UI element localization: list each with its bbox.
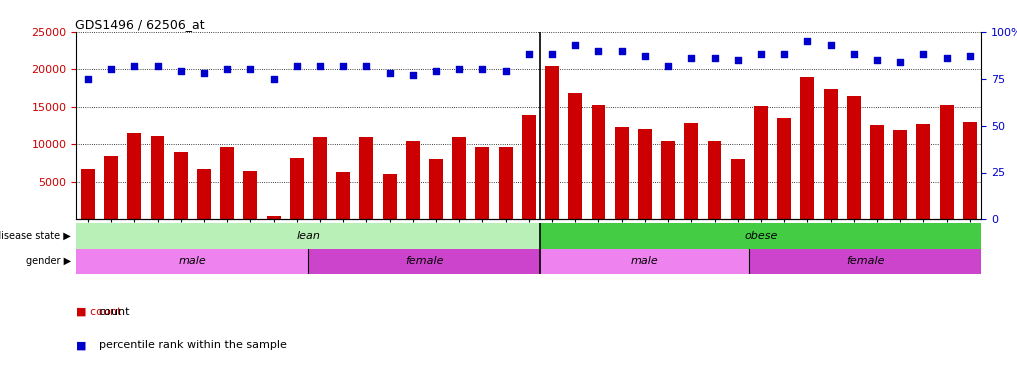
Bar	[522, 115, 536, 219]
Point	[312, 63, 328, 69]
Point	[799, 38, 816, 44]
Bar	[313, 137, 326, 219]
Point	[149, 63, 166, 69]
Bar	[614, 127, 629, 219]
Point	[567, 42, 584, 48]
Bar	[266, 216, 281, 219]
Bar	[916, 124, 931, 219]
Text: ■ count: ■ count	[76, 307, 122, 316]
Bar	[174, 152, 188, 219]
Bar	[498, 147, 513, 219]
Bar	[540, 223, 981, 249]
Text: count: count	[99, 307, 130, 316]
Bar	[540, 249, 750, 274]
Point	[590, 48, 606, 54]
Point	[939, 55, 955, 61]
Bar	[708, 141, 721, 219]
Text: male: male	[631, 256, 659, 266]
Bar	[731, 159, 744, 219]
Bar	[453, 137, 466, 219]
Point	[660, 63, 676, 69]
Bar	[684, 123, 699, 219]
Point	[196, 70, 213, 76]
Bar	[406, 141, 420, 219]
Bar	[104, 156, 118, 219]
Bar	[476, 147, 489, 219]
Bar	[359, 137, 373, 219]
Bar	[870, 125, 884, 219]
Point	[845, 51, 861, 57]
Bar	[940, 105, 954, 219]
Point	[265, 76, 282, 82]
Bar	[429, 159, 443, 219]
Point	[405, 72, 421, 78]
Point	[474, 66, 490, 72]
Bar	[220, 147, 234, 219]
Text: obese: obese	[744, 231, 778, 241]
Point	[126, 63, 142, 69]
Bar	[545, 66, 559, 219]
Bar	[824, 89, 838, 219]
Bar	[893, 130, 907, 219]
Point	[729, 57, 745, 63]
Text: disease state ▶: disease state ▶	[0, 231, 71, 241]
Point	[428, 68, 444, 74]
Bar	[127, 133, 141, 219]
Bar	[290, 158, 304, 219]
Point	[452, 66, 468, 72]
Text: GDS1496 / 62506_at: GDS1496 / 62506_at	[75, 18, 205, 31]
Point	[521, 51, 537, 57]
Bar	[308, 249, 540, 274]
Bar	[569, 93, 582, 219]
Text: male: male	[178, 256, 206, 266]
Bar	[151, 136, 165, 219]
Bar	[197, 169, 211, 219]
Point	[219, 66, 235, 72]
Bar	[81, 169, 95, 219]
Point	[823, 42, 839, 48]
Point	[869, 57, 885, 63]
Point	[242, 66, 258, 72]
Text: gender ▶: gender ▶	[26, 256, 71, 266]
Point	[79, 76, 96, 82]
Point	[613, 48, 630, 54]
Text: lean: lean	[296, 231, 320, 241]
Bar	[76, 223, 540, 249]
Bar	[76, 249, 308, 274]
Bar	[638, 129, 652, 219]
Bar	[847, 96, 860, 219]
Point	[358, 63, 374, 69]
Bar	[754, 106, 768, 219]
Point	[637, 53, 653, 59]
Bar	[963, 122, 976, 219]
Text: percentile rank within the sample: percentile rank within the sample	[99, 340, 287, 350]
Bar	[750, 249, 981, 274]
Point	[962, 53, 978, 59]
Point	[335, 63, 351, 69]
Point	[497, 68, 514, 74]
Bar	[337, 172, 350, 219]
Text: ■: ■	[76, 340, 86, 350]
Point	[289, 63, 305, 69]
Point	[776, 51, 792, 57]
Point	[173, 68, 189, 74]
Point	[544, 51, 560, 57]
Bar	[661, 141, 675, 219]
Bar	[592, 105, 605, 219]
Bar	[777, 118, 791, 219]
Text: female: female	[405, 256, 443, 266]
Bar	[243, 171, 257, 219]
Bar	[800, 77, 815, 219]
Text: female: female	[846, 256, 885, 266]
Point	[707, 55, 723, 61]
Point	[915, 51, 932, 57]
Point	[103, 66, 119, 72]
Point	[892, 59, 908, 65]
Point	[381, 70, 398, 76]
Point	[683, 55, 700, 61]
Point	[753, 51, 769, 57]
Bar	[382, 174, 397, 219]
